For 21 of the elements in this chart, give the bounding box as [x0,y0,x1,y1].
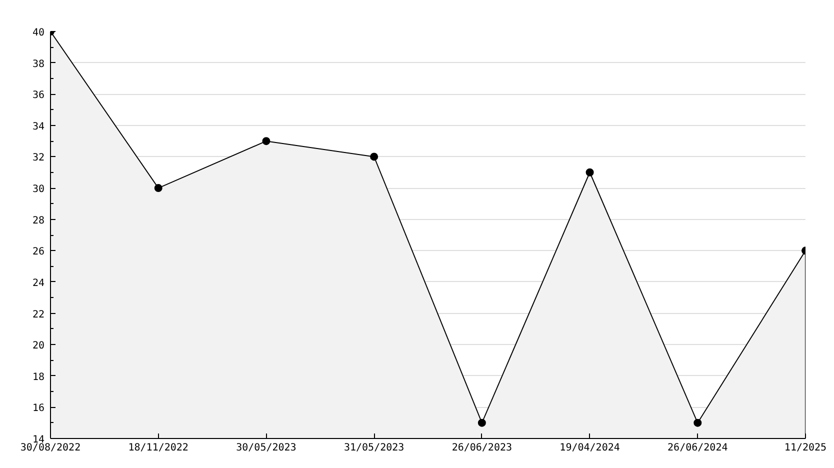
y-tick-label: 24 [32,278,45,289]
y-tick-label: 38 [32,58,45,70]
x-tick-label: 30/08/2022 [20,442,81,454]
x-tick-label: 31/05/2023 [344,442,404,454]
y-tick-label: 32 [32,152,45,164]
y-tick-label: 34 [32,121,45,132]
y-tick-label: 26 [32,246,45,258]
x-tick-label: 19/04/2024 [560,442,620,454]
x-tick-label: 26/06/2024 [668,442,728,454]
y-tick-label: 22 [32,309,45,320]
x-tick-label: 26/06/2023 [452,442,512,454]
y-tick-label: 36 [32,90,45,102]
y-tick-label: 40 [32,28,45,38]
y-tick-label: 30 [32,184,45,196]
y-tick-label: 20 [32,340,45,352]
y-tick-label: 16 [32,403,45,414]
y-tick-label: 18 [32,372,45,383]
x-tick-label: 30/05/2023 [236,442,296,454]
x-tick-label: 11/2025 [784,442,827,454]
x-tick-label: 18/11/2022 [128,442,188,454]
y-tick-label: 28 [32,215,45,226]
